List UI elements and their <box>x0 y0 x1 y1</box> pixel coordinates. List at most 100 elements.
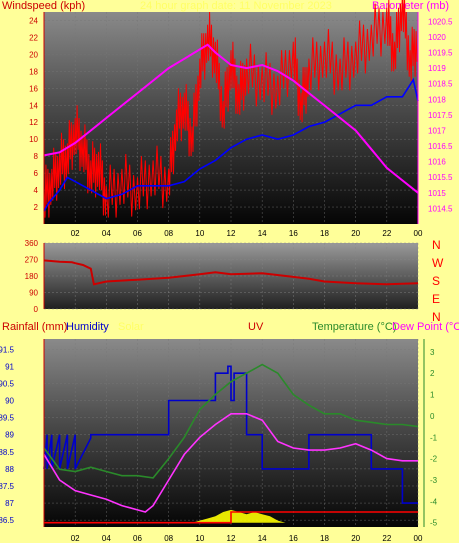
top-x-tick-label: 16 <box>289 229 298 238</box>
temperature-tick-label: -5 <box>430 519 438 528</box>
barometer-tick-label: 1018.5 <box>428 80 453 89</box>
windspeed-tick-label: 20 <box>29 50 38 59</box>
direction-tick-label: 90 <box>29 289 38 298</box>
windspeed-tick-label: 6 <box>34 169 39 178</box>
barometer-tick-label: 1016 <box>428 158 446 167</box>
top-x-tick-label: 20 <box>351 229 360 238</box>
humidity-tick-label: 90 <box>5 397 14 406</box>
bottom-plot-grid <box>44 339 419 527</box>
bottom-x-tick-label: 18 <box>320 534 329 543</box>
windspeed-tick-label: 10 <box>29 135 38 144</box>
top-x-tick-label: 02 <box>71 229 80 238</box>
direction-plot-series <box>43 259 419 286</box>
barometer-tick-label: 1017 <box>428 126 446 135</box>
bottom-x-tick-label: 04 <box>102 534 111 543</box>
barometer-series-line <box>43 43 419 194</box>
bottom-x-tick-label: 02 <box>71 534 80 543</box>
windspeed-tick-label: 18 <box>29 67 38 76</box>
bottom-plot-ticks: 86.5 87 87.5 88 88.5 89 89.5 90 90.5 91 91.5 -5 -4 -3… <box>0 339 438 543</box>
humidity-tick-label: 89 <box>5 431 14 440</box>
bottom-x-tick-label: 16 <box>289 534 298 543</box>
compass-labels: N W S E N <box>432 238 446 324</box>
temperature-tick-label: 3 <box>430 348 435 357</box>
temperature-tick-label: -3 <box>430 476 438 485</box>
direction-tick-label: 180 <box>25 272 39 281</box>
humidity-tick-label: 87 <box>5 499 14 508</box>
temperature-tick-label: -4 <box>430 497 438 506</box>
temperature-tick-label: 2 <box>430 369 435 378</box>
temperature-tick-label: -2 <box>430 455 438 464</box>
barometer-tick-label: 1017.5 <box>428 111 453 120</box>
windspeed-tick-label: 14 <box>29 101 38 110</box>
barometer-tick-label: 1015 <box>428 189 446 198</box>
windspeed-tick-label: 12 <box>29 118 38 127</box>
top-x-tick-label: 18 <box>320 229 329 238</box>
top-x-tick-label: 00 <box>414 229 423 238</box>
dew-point-series-line <box>43 412 418 513</box>
bottom-x-tick-label: 10 <box>195 534 204 543</box>
uv-series-line <box>44 511 418 524</box>
barometer-tick-label: 1019.5 <box>428 49 453 58</box>
direction-tick-label: 270 <box>25 256 39 265</box>
compass-w: W <box>432 256 444 270</box>
direction-plot-ticks: 0 90 180 270 360 <box>25 239 45 314</box>
barometer-tick-label: 1018 <box>428 95 446 104</box>
top-x-tick-label: 08 <box>164 229 173 238</box>
compass-s: S <box>432 274 441 288</box>
barometer-tick-label: 1020.5 <box>428 17 453 26</box>
bottom-x-tick-label: 22 <box>382 534 391 543</box>
temperature-tick-label: -1 <box>430 433 438 442</box>
solar-legend: Solar <box>118 321 144 333</box>
temperature-series-line <box>43 363 419 479</box>
top-x-tick-label: 10 <box>195 229 204 238</box>
humidity-tick-label: 88 <box>5 465 14 474</box>
bottom-x-tick-label: 20 <box>351 534 360 543</box>
top-x-tick-label: 14 <box>258 229 267 238</box>
top-plot-series <box>43 0 419 218</box>
windspeed-tick-label: 16 <box>29 84 38 93</box>
top-x-tick-label: 06 <box>133 229 142 238</box>
top-x-tick-label: 04 <box>102 229 111 238</box>
top-x-tick-label: 12 <box>227 229 236 238</box>
humidity-tick-label: 91.5 <box>0 345 15 354</box>
graph-date-title: 24 hour graph date: 11 November 2023 <box>140 0 332 12</box>
humidity-tick-label: 90.5 <box>0 379 15 388</box>
temperature-legend: Temperature (°C) <box>312 321 397 333</box>
solar-area <box>192 509 286 523</box>
humidity-tick-label: 91 <box>5 362 14 371</box>
top-x-tick-label: 22 <box>382 229 391 238</box>
barometer-tick-label: 1020 <box>428 33 446 42</box>
compass-n-bottom: N <box>432 310 441 324</box>
humidity-tick-label: 89.5 <box>0 414 15 423</box>
barometer-tick-label: 1016.5 <box>428 142 453 151</box>
bottom-x-tick-label: 08 <box>164 534 173 543</box>
barometer-axis-title: Barometer (mb) <box>372 0 450 12</box>
humidity-series-line <box>43 365 418 504</box>
rainfall-axis-title: Rainfall (mm) <box>2 321 68 333</box>
barometer-tick-label: 1014.5 <box>428 204 453 213</box>
humidity-tick-label: 87.5 <box>0 482 15 491</box>
temperature-tick-label: 1 <box>430 391 435 400</box>
direction-tick-label: 0 <box>34 305 39 314</box>
top-plot-ticks: 246810121416182022241014.510151015.51016… <box>29 12 453 238</box>
windspeed-tick-label: 24 <box>29 16 38 25</box>
bottom-x-tick-label: 06 <box>133 534 142 543</box>
direction-series-line <box>43 259 419 286</box>
barometer-tick-label: 1019 <box>428 64 446 73</box>
direction-tick-label: 360 <box>25 239 39 248</box>
avg-wind-series-line <box>43 77 419 212</box>
bottom-x-tick-label: 12 <box>227 534 236 543</box>
compass-n-top: N <box>432 238 441 252</box>
windspeed-tick-label: 2 <box>34 203 39 212</box>
bottom-plot-series <box>43 363 419 524</box>
top-plot-grid <box>44 12 419 224</box>
uv-legend: UV <box>248 321 264 333</box>
windspeed-axis-title: Windspeed (kph) <box>2 0 86 12</box>
dew-point-legend: Dew Point (°C) <box>392 321 459 333</box>
bottom-x-tick-label: 00 <box>414 534 423 543</box>
windspeed-tick-label: 22 <box>29 33 38 42</box>
gust-series-line <box>43 0 418 218</box>
humidity-legend: Humidity <box>66 321 109 333</box>
humidity-tick-label: 86.5 <box>0 516 15 525</box>
